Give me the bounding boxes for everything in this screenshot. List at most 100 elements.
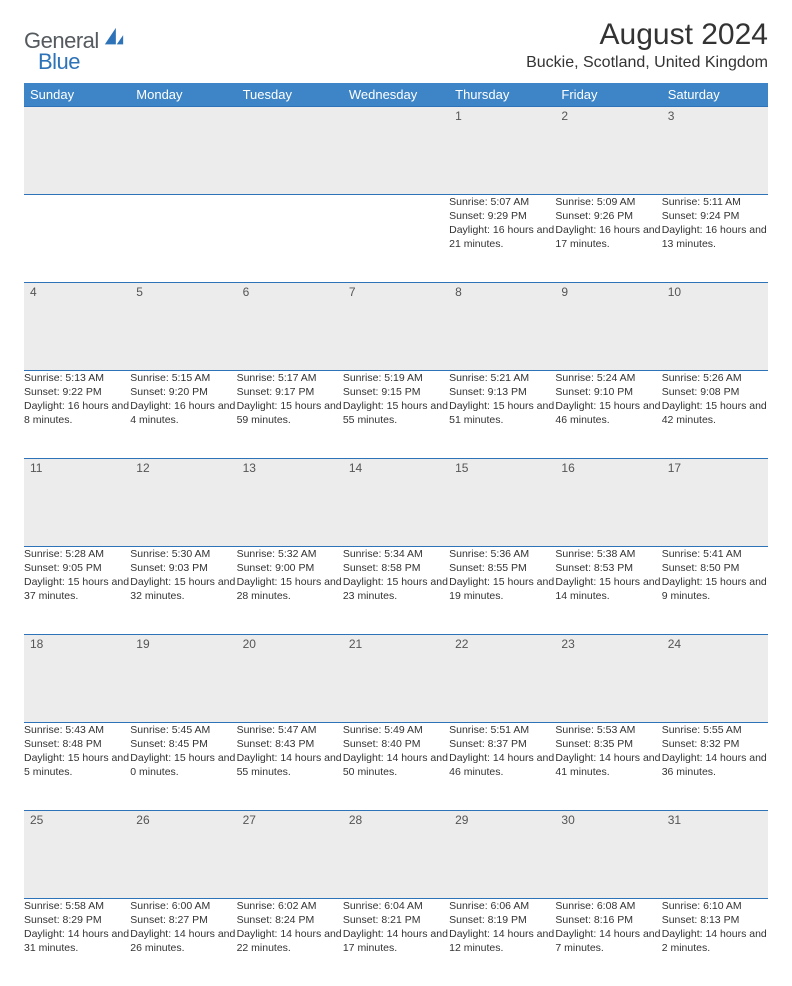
day-cell [343, 194, 449, 282]
day-number: 2 [555, 107, 661, 125]
day-cell-text: Sunrise: 5:13 AMSunset: 9:22 PMDaylight:… [24, 371, 130, 428]
day-number: 19 [130, 635, 236, 653]
day-number-cell: 16 [555, 458, 661, 546]
sunrise-line: Sunrise: 5:30 AM [130, 547, 236, 561]
sunrise-line: Sunrise: 5:47 AM [237, 723, 343, 737]
sunset-line: Sunset: 8:29 PM [24, 913, 130, 927]
day-number: 22 [449, 635, 555, 653]
title-block: August 2024 Buckie, Scotland, United Kin… [526, 18, 768, 72]
daylight-line: Daylight: 14 hours and 55 minutes. [237, 751, 343, 779]
daylight-line: Daylight: 14 hours and 41 minutes. [555, 751, 661, 779]
day-cell: Sunrise: 5:07 AMSunset: 9:29 PMDaylight:… [449, 194, 555, 282]
day-cell: Sunrise: 5:34 AMSunset: 8:58 PMDaylight:… [343, 546, 449, 634]
day-cell: Sunrise: 5:45 AMSunset: 8:45 PMDaylight:… [130, 722, 236, 810]
sunrise-line: Sunrise: 6:08 AM [555, 899, 661, 913]
day-number: 13 [237, 459, 343, 477]
logo-text: General Blue [24, 24, 125, 73]
day-number: 5 [130, 283, 236, 301]
sunrise-line: Sunrise: 5:55 AM [662, 723, 768, 737]
daylight-line: Daylight: 16 hours and 13 minutes. [662, 223, 768, 251]
day-number: 16 [555, 459, 661, 477]
day-number-cell: 7 [343, 282, 449, 370]
month-title: August 2024 [526, 18, 768, 52]
day-cell-text: Sunrise: 5:26 AMSunset: 9:08 PMDaylight:… [662, 371, 768, 428]
day-number: 29 [449, 811, 555, 829]
sunset-line: Sunset: 8:53 PM [555, 561, 661, 575]
day-cell [130, 194, 236, 282]
day-number [130, 107, 236, 123]
day-cell-text: Sunrise: 5:49 AMSunset: 8:40 PMDaylight:… [343, 723, 449, 780]
calendar-header-row: Sunday Monday Tuesday Wednesday Thursday… [24, 83, 768, 107]
day-number: 9 [555, 283, 661, 301]
day-cell-text: Sunrise: 5:17 AMSunset: 9:17 PMDaylight:… [237, 371, 343, 428]
week-body-row: Sunrise: 5:13 AMSunset: 9:22 PMDaylight:… [24, 370, 768, 458]
day-cell: Sunrise: 5:38 AMSunset: 8:53 PMDaylight:… [555, 546, 661, 634]
daylight-line: Daylight: 14 hours and 12 minutes. [449, 927, 555, 955]
sunrise-line: Sunrise: 5:34 AM [343, 547, 449, 561]
day-cell-text: Sunrise: 5:30 AMSunset: 9:03 PMDaylight:… [130, 547, 236, 604]
week-body-row: Sunrise: 5:07 AMSunset: 9:29 PMDaylight:… [24, 194, 768, 282]
day-number-cell: 21 [343, 634, 449, 722]
day-number-cell: 14 [343, 458, 449, 546]
sunrise-line: Sunrise: 5:28 AM [24, 547, 130, 561]
day-cell-text: Sunrise: 5:28 AMSunset: 9:05 PMDaylight:… [24, 547, 130, 604]
sunrise-line: Sunrise: 5:24 AM [555, 371, 661, 385]
weekday-header: Monday [130, 83, 236, 107]
day-number-cell: 1 [449, 106, 555, 194]
day-cell: Sunrise: 6:08 AMSunset: 8:16 PMDaylight:… [555, 898, 661, 986]
day-number: 6 [237, 283, 343, 301]
day-cell-text: Sunrise: 5:53 AMSunset: 8:35 PMDaylight:… [555, 723, 661, 780]
day-number: 25 [24, 811, 130, 829]
sunset-line: Sunset: 8:21 PM [343, 913, 449, 927]
day-number: 4 [24, 283, 130, 301]
week-daynum-row: 18192021222324 [24, 634, 768, 722]
day-number-cell: 31 [662, 810, 768, 898]
day-number: 31 [662, 811, 768, 829]
day-cell: Sunrise: 5:09 AMSunset: 9:26 PMDaylight:… [555, 194, 661, 282]
day-number-cell: 24 [662, 634, 768, 722]
day-number: 14 [343, 459, 449, 477]
day-cell-text: Sunrise: 6:02 AMSunset: 8:24 PMDaylight:… [237, 899, 343, 956]
week-body-row: Sunrise: 5:58 AMSunset: 8:29 PMDaylight:… [24, 898, 768, 986]
day-cell-text: Sunrise: 5:07 AMSunset: 9:29 PMDaylight:… [449, 195, 555, 252]
day-number-cell: 6 [237, 282, 343, 370]
week-daynum-row: 45678910 [24, 282, 768, 370]
day-cell-text: Sunrise: 5:55 AMSunset: 8:32 PMDaylight:… [662, 723, 768, 780]
day-cell-text: Sunrise: 5:43 AMSunset: 8:48 PMDaylight:… [24, 723, 130, 780]
day-cell-text: Sunrise: 5:24 AMSunset: 9:10 PMDaylight:… [555, 371, 661, 428]
week-body-row: Sunrise: 5:43 AMSunset: 8:48 PMDaylight:… [24, 722, 768, 810]
day-number: 23 [555, 635, 661, 653]
day-cell: Sunrise: 5:24 AMSunset: 9:10 PMDaylight:… [555, 370, 661, 458]
day-cell: Sunrise: 6:10 AMSunset: 8:13 PMDaylight:… [662, 898, 768, 986]
day-cell: Sunrise: 5:19 AMSunset: 9:15 PMDaylight:… [343, 370, 449, 458]
daylight-line: Daylight: 16 hours and 17 minutes. [555, 223, 661, 251]
sunrise-line: Sunrise: 5:09 AM [555, 195, 661, 209]
day-number-cell: 3 [662, 106, 768, 194]
day-cell-text: Sunrise: 5:15 AMSunset: 9:20 PMDaylight:… [130, 371, 236, 428]
day-number-cell: 13 [237, 458, 343, 546]
day-number-cell: 8 [449, 282, 555, 370]
week-daynum-row: 11121314151617 [24, 458, 768, 546]
sunrise-line: Sunrise: 5:41 AM [662, 547, 768, 561]
sunset-line: Sunset: 8:45 PM [130, 737, 236, 751]
sunset-line: Sunset: 8:58 PM [343, 561, 449, 575]
day-number-cell: 27 [237, 810, 343, 898]
day-cell: Sunrise: 5:47 AMSunset: 8:43 PMDaylight:… [237, 722, 343, 810]
week-body-row: Sunrise: 5:28 AMSunset: 9:05 PMDaylight:… [24, 546, 768, 634]
day-number: 24 [662, 635, 768, 653]
sunrise-line: Sunrise: 5:21 AM [449, 371, 555, 385]
daylight-line: Daylight: 15 hours and 19 minutes. [449, 575, 555, 603]
day-number-cell [130, 106, 236, 194]
day-cell: Sunrise: 5:43 AMSunset: 8:48 PMDaylight:… [24, 722, 130, 810]
day-number-cell: 25 [24, 810, 130, 898]
day-number: 7 [343, 283, 449, 301]
day-cell: Sunrise: 5:55 AMSunset: 8:32 PMDaylight:… [662, 722, 768, 810]
sunrise-line: Sunrise: 5:32 AM [237, 547, 343, 561]
sunset-line: Sunset: 8:24 PM [237, 913, 343, 927]
sunset-line: Sunset: 9:08 PM [662, 385, 768, 399]
daylight-line: Daylight: 14 hours and 50 minutes. [343, 751, 449, 779]
sunset-line: Sunset: 8:35 PM [555, 737, 661, 751]
daylight-line: Daylight: 15 hours and 0 minutes. [130, 751, 236, 779]
sunrise-line: Sunrise: 5:11 AM [662, 195, 768, 209]
day-number: 1 [449, 107, 555, 125]
